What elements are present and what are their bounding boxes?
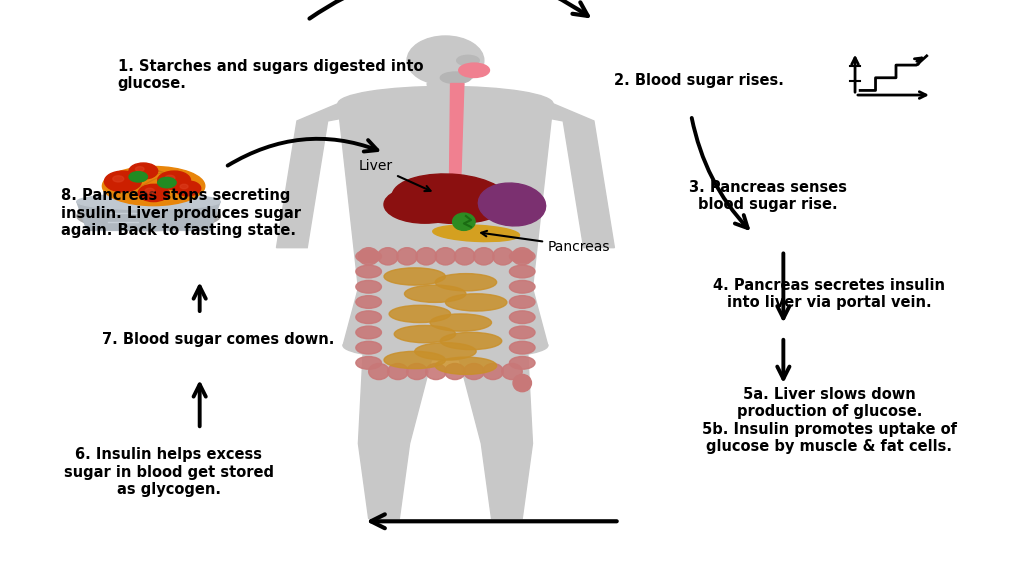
Ellipse shape [356, 250, 381, 263]
Ellipse shape [510, 295, 535, 308]
Ellipse shape [369, 363, 389, 380]
Ellipse shape [440, 332, 502, 350]
Text: 5a. Liver slows down
production of glucose.
5b. Insulin promotes uptake of
gluco: 5a. Liver slows down production of gluco… [701, 387, 957, 454]
Circle shape [180, 184, 188, 189]
Ellipse shape [459, 63, 489, 78]
Text: Liver: Liver [358, 159, 430, 191]
Ellipse shape [356, 281, 381, 293]
Ellipse shape [356, 326, 381, 339]
Ellipse shape [396, 248, 418, 265]
Ellipse shape [502, 363, 522, 380]
Ellipse shape [356, 311, 381, 324]
Ellipse shape [510, 311, 535, 324]
Circle shape [158, 171, 190, 190]
Ellipse shape [356, 342, 381, 354]
Ellipse shape [384, 268, 445, 285]
Ellipse shape [415, 343, 476, 360]
Ellipse shape [392, 174, 509, 223]
Ellipse shape [510, 326, 535, 339]
Ellipse shape [464, 363, 484, 380]
Ellipse shape [510, 342, 535, 354]
Ellipse shape [435, 274, 497, 291]
Polygon shape [532, 104, 614, 248]
Text: 7. Blood sugar comes down.: 7. Blood sugar comes down. [102, 332, 335, 347]
Circle shape [129, 172, 147, 182]
Ellipse shape [102, 166, 205, 206]
Ellipse shape [378, 248, 398, 265]
Ellipse shape [510, 357, 535, 369]
Polygon shape [338, 104, 553, 288]
Text: Pancreas: Pancreas [481, 231, 610, 253]
Ellipse shape [440, 72, 471, 84]
Text: 3. Pancreas senses
blood sugar rise.: 3. Pancreas senses blood sugar rise. [689, 180, 847, 212]
Ellipse shape [404, 285, 466, 302]
Ellipse shape [389, 305, 451, 323]
Circle shape [174, 181, 201, 196]
Text: 4. Pancreas secretes insulin
into liver via portal vein.: 4. Pancreas secretes insulin into liver … [714, 278, 945, 310]
Polygon shape [427, 84, 464, 104]
Ellipse shape [343, 331, 548, 360]
Ellipse shape [77, 201, 220, 230]
Ellipse shape [430, 314, 492, 331]
Ellipse shape [482, 363, 503, 380]
Ellipse shape [445, 294, 507, 311]
Ellipse shape [394, 325, 456, 343]
Ellipse shape [513, 374, 531, 392]
Ellipse shape [338, 86, 553, 121]
Circle shape [129, 163, 158, 179]
Circle shape [138, 184, 169, 202]
Ellipse shape [416, 248, 436, 265]
Ellipse shape [77, 194, 220, 210]
Ellipse shape [384, 185, 466, 223]
Ellipse shape [457, 55, 479, 66]
Ellipse shape [435, 357, 497, 374]
Ellipse shape [433, 225, 519, 241]
Ellipse shape [473, 248, 495, 265]
Circle shape [104, 171, 141, 192]
Ellipse shape [510, 281, 535, 293]
Circle shape [113, 176, 124, 182]
Ellipse shape [510, 265, 535, 278]
Text: 1. Starches and sugars digested into
glucose.: 1. Starches and sugars digested into glu… [118, 59, 423, 91]
Ellipse shape [435, 248, 456, 265]
Ellipse shape [512, 248, 532, 265]
Ellipse shape [455, 248, 475, 265]
Ellipse shape [356, 357, 381, 369]
Ellipse shape [407, 363, 427, 380]
Polygon shape [456, 346, 532, 518]
Polygon shape [358, 346, 435, 518]
Ellipse shape [453, 213, 475, 230]
Polygon shape [77, 202, 220, 230]
Ellipse shape [358, 248, 379, 265]
Ellipse shape [408, 36, 483, 85]
Circle shape [135, 166, 144, 172]
Text: 8. Pancreas stops secreting
insulin. Liver produces sugar
again. Back to fasting: 8. Pancreas stops secreting insulin. Liv… [61, 188, 301, 238]
Ellipse shape [384, 351, 445, 369]
Ellipse shape [510, 250, 535, 263]
Ellipse shape [444, 363, 465, 380]
Polygon shape [276, 104, 358, 248]
Ellipse shape [356, 295, 381, 308]
Ellipse shape [356, 265, 381, 278]
Text: 2. Blood sugar rises.: 2. Blood sugar rises. [614, 73, 784, 88]
Ellipse shape [493, 248, 513, 265]
Circle shape [165, 175, 175, 181]
Ellipse shape [478, 183, 546, 226]
Circle shape [145, 188, 155, 194]
Text: 6. Insulin helps excess
sugar in blood get stored
as glycogen.: 6. Insulin helps excess sugar in blood g… [63, 448, 274, 497]
Polygon shape [343, 288, 548, 346]
Ellipse shape [426, 363, 446, 380]
Polygon shape [450, 84, 464, 179]
Circle shape [158, 177, 176, 188]
Ellipse shape [388, 363, 409, 380]
